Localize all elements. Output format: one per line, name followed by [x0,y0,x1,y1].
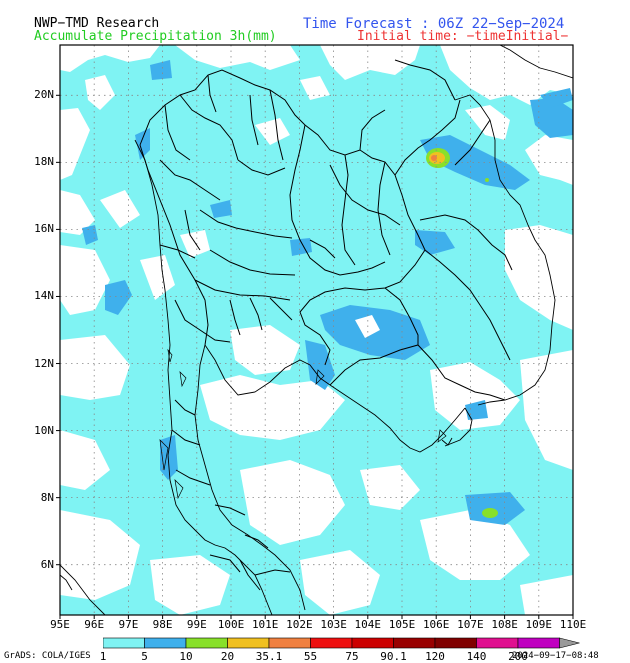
colorbar-swatch [185,637,228,649]
colorbar-label: 140 [466,650,487,663]
colorbar-label: 20 [220,650,235,663]
colorbar-label: 5 [141,650,148,663]
lat-label: 14N [34,289,54,303]
colorbar-swatch [268,637,311,649]
colorbar-label: 90.1 [380,650,407,663]
lon-label: 110E [559,618,587,631]
colorbar-swatch [351,637,394,649]
colorbar-swatch [476,637,519,649]
axis-ticks [56,94,574,619]
colorbar-label: 10 [179,650,193,663]
map-frame [59,44,574,616]
lon-label: 103E [320,618,347,631]
colorbar-swatch [434,637,477,649]
lon-label: 101E [251,618,279,631]
lon-label: 95E [50,618,70,631]
lon-label: 96E [84,618,105,631]
lat-label: 16N [34,222,54,236]
colorbar-label: 35.1 [255,650,283,663]
lat-label: 8N [40,490,54,504]
colorbar-swatch [144,637,187,649]
colorbar-swatch [103,637,145,649]
lon-label: 99E [186,618,207,631]
colorbar [103,637,580,649]
lat-label: 6N [40,557,54,571]
forecast-time: Time Forecast : 06Z 22−Sep−2024 [303,16,565,32]
lon-label: 100E [217,618,245,631]
model-title: NWP−TMD Research [34,16,160,31]
software-credit: GrADS: COLA/IGES [4,651,91,661]
lat-label: 12N [34,356,54,370]
lat-label: 10N [34,423,54,437]
timestamp: 2024−09−17−08:48 [512,651,599,661]
colorbar-swatch [517,637,560,649]
colorbar-upper-arrow [559,637,580,649]
lon-label: 105E [388,618,416,631]
coastline [60,45,573,615]
map-area [60,45,573,615]
colorbar-swatch [310,637,353,649]
colorbar-label: 75 [345,650,359,663]
country-and-province-borders [139,59,513,591]
lon-label: 106E [422,618,450,631]
lon-label: 97E [118,618,139,631]
lat-label: 20N [34,88,54,102]
precip-level-35-areas [431,155,437,161]
lat-lon-grid [60,45,573,615]
lon-label: 98E [152,618,173,631]
lon-label: 107E [457,618,484,631]
islands [159,348,447,500]
lon-label: 109E [525,618,553,631]
colorbar-swatch [393,637,436,649]
lon-label: 102E [286,618,313,631]
product-title: Accumulate Precipitation 3h(mm) [34,29,277,44]
colorbar-label: 120 [425,650,445,663]
colorbar-label: 55 [303,650,318,663]
lon-label: 104E [354,618,382,631]
no-rain-areas [60,45,573,615]
initial-time: Initial time: −timeInitial− [357,29,569,44]
colorbar-swatch [227,637,270,649]
colorbar-label: 1 [99,650,107,663]
lat-label: 18N [34,155,54,169]
lon-label: 108E [491,618,518,631]
